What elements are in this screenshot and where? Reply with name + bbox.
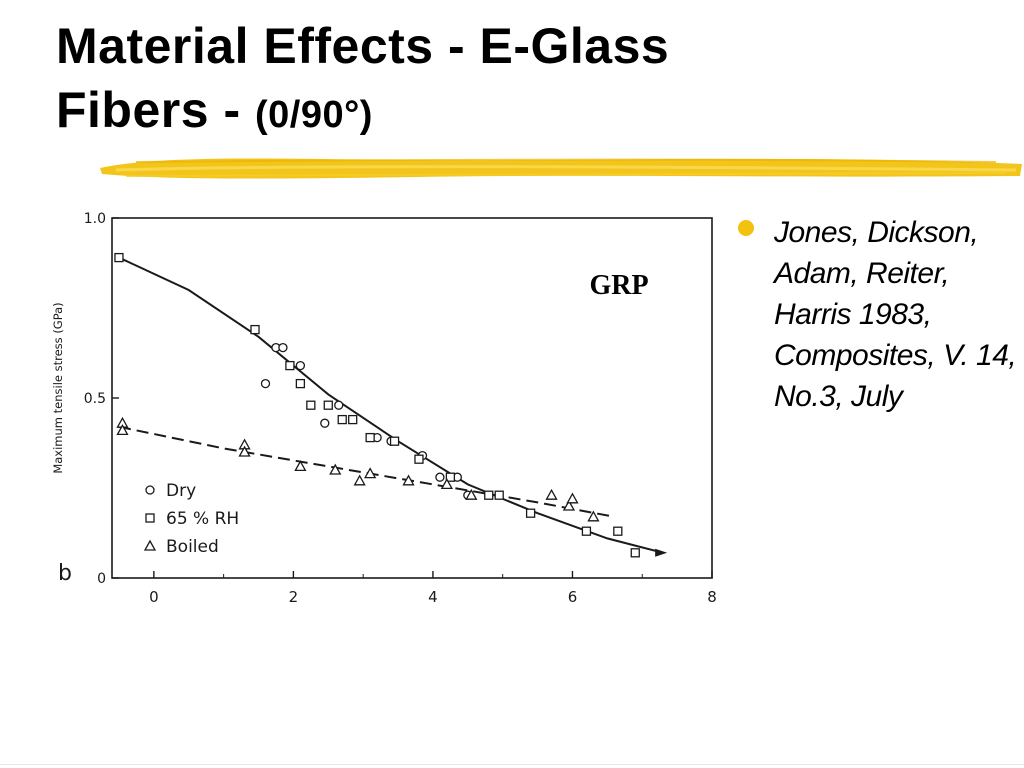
dry-point bbox=[260, 378, 271, 389]
boiled-point bbox=[465, 488, 478, 500]
65-rh-point bbox=[525, 508, 536, 518]
x-tick-label: 2 bbox=[289, 588, 299, 606]
title-main-part: Fibers - bbox=[56, 82, 255, 138]
65-rh-point bbox=[613, 526, 623, 536]
x-tick-label: 8 bbox=[707, 588, 717, 606]
title-line-2: Fibers - (0/90°) bbox=[56, 78, 956, 147]
y-tick-label: 1.0 bbox=[84, 211, 106, 227]
x-tick-label: 4 bbox=[428, 588, 438, 606]
legend-label: 65 % RH bbox=[166, 509, 239, 529]
boiled-point bbox=[562, 499, 576, 511]
dashed-fit-line bbox=[118, 425, 615, 518]
legend-marker bbox=[145, 513, 155, 523]
65-rh-point bbox=[581, 526, 592, 536]
solid-line-arrowhead bbox=[655, 548, 668, 557]
legend-marker bbox=[143, 539, 157, 551]
boiled-point bbox=[566, 492, 579, 504]
chart-title: GRP bbox=[589, 270, 648, 301]
citation-bullet: Jones, Dickson, Adam, Reiter, Harris 198… bbox=[738, 212, 1018, 417]
65-rh-point bbox=[445, 472, 456, 482]
65-rh-point bbox=[285, 360, 295, 371]
dry-point bbox=[278, 342, 288, 353]
65-rh-point bbox=[348, 414, 358, 425]
boiled-point bbox=[545, 488, 558, 500]
title-line-1: Material Effects - E-Glass bbox=[56, 18, 670, 74]
y-tick-label: 0 bbox=[97, 571, 106, 587]
yellow-brush-underline bbox=[100, 158, 1022, 179]
y-axis-label: Maximum tensile stress (GPa) bbox=[51, 302, 65, 473]
boiled-point bbox=[402, 474, 415, 486]
dry-point bbox=[295, 360, 306, 371]
y-tick-label: 0.5 bbox=[84, 391, 106, 407]
legend-marker bbox=[145, 485, 155, 495]
dry-point bbox=[334, 400, 344, 410]
slide-title: Material Effects - E-Glass Fibers - (0/9… bbox=[56, 14, 956, 147]
65-rh-point bbox=[389, 436, 400, 446]
dry-point bbox=[435, 472, 445, 482]
panel-label: b bbox=[58, 561, 72, 586]
65-rh-point bbox=[414, 454, 424, 464]
stress-chart: 0 2 4 6 8 0 0.5 1.0 Maximum tensile stress (GPa)… bbox=[51, 211, 717, 606]
65-rh-point bbox=[630, 548, 640, 558]
legend-label: Dry bbox=[166, 481, 196, 501]
boiled-point bbox=[116, 424, 129, 436]
citation-text: Jones, Dickson, Adam, Reiter, Harris 198… bbox=[774, 216, 1017, 413]
boiled-point bbox=[587, 510, 600, 522]
65-rh-point bbox=[323, 400, 333, 410]
boiled-point bbox=[294, 460, 307, 472]
x-tick-label: 0 bbox=[149, 588, 159, 606]
title-layup-part: (0/90°) bbox=[254, 94, 373, 136]
dry-point bbox=[320, 418, 330, 428]
boiled-point bbox=[364, 467, 377, 479]
65-rh-point bbox=[365, 432, 375, 443]
65-rh-point bbox=[337, 414, 347, 425]
65-rh-point bbox=[494, 490, 504, 500]
65-rh-point bbox=[484, 490, 494, 500]
x-tick-label: 6 bbox=[568, 588, 578, 606]
boiled-point bbox=[329, 463, 342, 475]
65-rh-point bbox=[295, 378, 306, 389]
bottom-divider bbox=[0, 764, 1024, 765]
65-rh-point bbox=[114, 252, 124, 263]
boiled-point bbox=[238, 445, 251, 457]
65-rh-point bbox=[250, 324, 260, 335]
boiled-point bbox=[440, 478, 453, 490]
65-rh-point bbox=[306, 400, 316, 410]
boiled-point bbox=[353, 474, 366, 486]
legend-label: Boiled bbox=[166, 537, 219, 557]
bullet-dot-icon bbox=[738, 220, 754, 236]
